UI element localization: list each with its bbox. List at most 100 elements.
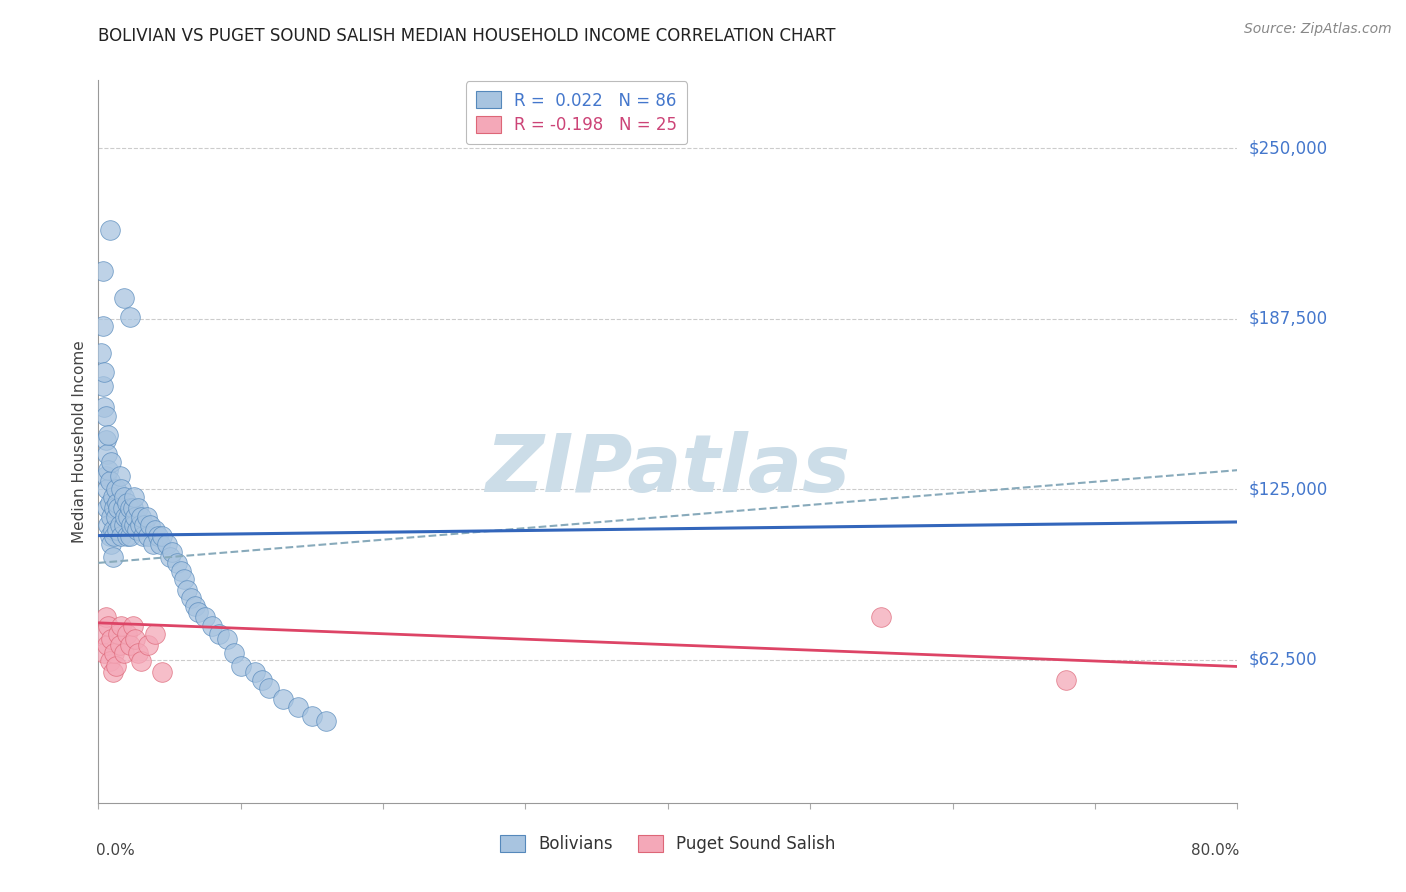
Point — [105, 496, 128, 510]
Text: BOLIVIAN VS PUGET SOUND SALISH MEDIAN HOUSEHOLD INCOME CORRELATION CHART: BOLIVIAN VS PUGET SOUND SALISH MEDIAN HO… — [98, 27, 837, 45]
Point — [121, 501, 143, 516]
Point — [136, 528, 159, 542]
Legend: Bolivians, Puget Sound Salish: Bolivians, Puget Sound Salish — [494, 828, 842, 860]
Point — [104, 659, 127, 673]
Point — [135, 509, 157, 524]
Point — [122, 517, 145, 532]
Point — [132, 517, 155, 532]
Point — [145, 523, 167, 537]
Point — [108, 468, 131, 483]
Point — [91, 318, 114, 333]
Point — [97, 427, 120, 442]
Point — [90, 346, 112, 360]
Point — [112, 292, 135, 306]
Point — [243, 665, 266, 679]
Point — [110, 618, 132, 632]
Point — [98, 223, 121, 237]
Point — [173, 572, 195, 586]
Y-axis label: Median Household Income: Median Household Income — [72, 340, 87, 543]
Point — [107, 626, 129, 640]
Point — [94, 468, 117, 483]
Point — [93, 401, 115, 415]
Point — [96, 501, 118, 516]
Point — [180, 591, 202, 606]
Point — [91, 264, 114, 278]
Point — [108, 517, 131, 532]
Point — [176, 583, 198, 598]
Point — [152, 528, 174, 542]
Point — [222, 646, 245, 660]
Point — [127, 501, 149, 516]
Point — [93, 365, 115, 379]
Point — [94, 409, 117, 423]
Point — [101, 550, 124, 565]
Point — [131, 528, 153, 542]
Point — [162, 545, 184, 559]
Point — [101, 523, 124, 537]
Point — [194, 610, 217, 624]
Point — [259, 681, 281, 696]
Point — [97, 517, 120, 532]
Point — [112, 491, 135, 505]
Point — [115, 626, 138, 640]
Point — [166, 556, 188, 570]
Point — [100, 509, 122, 524]
Point — [201, 618, 224, 632]
Point — [870, 610, 893, 624]
Point — [148, 528, 170, 542]
Point — [136, 638, 159, 652]
Point — [110, 482, 132, 496]
Point — [93, 646, 115, 660]
Point — [110, 528, 132, 542]
Point — [98, 496, 121, 510]
Point — [287, 700, 309, 714]
Point — [103, 646, 125, 660]
Point — [98, 654, 121, 668]
Point — [97, 463, 120, 477]
Point — [125, 523, 148, 537]
Point — [96, 447, 118, 461]
Point — [129, 654, 152, 668]
Text: $250,000: $250,000 — [1249, 139, 1327, 158]
Point — [115, 496, 138, 510]
Point — [129, 509, 152, 524]
Point — [315, 714, 337, 728]
Point — [152, 665, 174, 679]
Point — [107, 501, 129, 516]
Point — [127, 646, 149, 660]
Point — [100, 537, 122, 551]
Point — [250, 673, 273, 687]
Point — [112, 646, 135, 660]
Point — [184, 599, 207, 614]
Point — [118, 310, 141, 325]
Text: 0.0%: 0.0% — [96, 843, 135, 857]
Text: ZIPatlas: ZIPatlas — [485, 432, 851, 509]
Point — [208, 626, 231, 640]
Point — [98, 528, 121, 542]
Point — [104, 509, 127, 524]
Point — [103, 528, 125, 542]
Point — [229, 659, 252, 673]
Point — [128, 517, 150, 532]
Point — [273, 692, 295, 706]
Point — [118, 501, 141, 516]
Point — [91, 626, 114, 640]
Point — [120, 517, 142, 532]
Point — [94, 610, 117, 624]
Point — [1056, 673, 1078, 687]
Point — [91, 378, 114, 392]
Point — [100, 455, 122, 469]
Point — [124, 509, 146, 524]
Point — [96, 482, 118, 496]
Point — [101, 491, 124, 505]
Text: Source: ZipAtlas.com: Source: ZipAtlas.com — [1244, 22, 1392, 37]
Point — [101, 665, 124, 679]
Point — [145, 626, 167, 640]
Point — [149, 537, 172, 551]
Point — [97, 618, 120, 632]
Point — [100, 632, 122, 647]
Point — [98, 474, 121, 488]
Point — [117, 509, 139, 524]
Point — [138, 517, 160, 532]
Point — [121, 618, 143, 632]
